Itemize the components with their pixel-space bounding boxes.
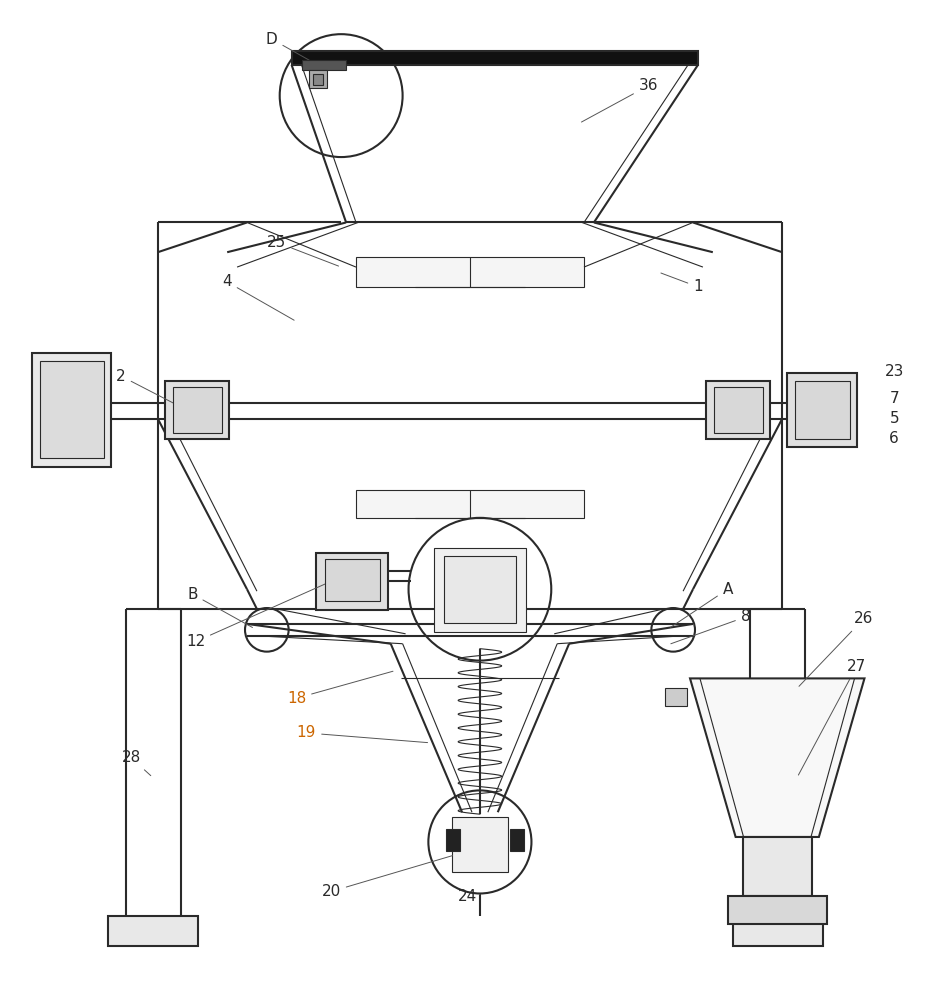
Text: 23: 23 <box>885 364 904 379</box>
Bar <box>446 829 460 851</box>
Bar <box>666 688 687 706</box>
Bar <box>164 381 229 439</box>
Text: 2: 2 <box>117 369 180 407</box>
Bar <box>32 353 111 467</box>
Text: 6: 6 <box>889 431 899 446</box>
Text: 20: 20 <box>321 856 452 899</box>
Bar <box>291 51 698 65</box>
Text: 27: 27 <box>798 659 866 775</box>
Bar <box>309 70 327 88</box>
Text: 26: 26 <box>799 611 873 686</box>
Bar <box>356 257 584 287</box>
Bar <box>452 817 508 872</box>
Bar <box>302 60 346 70</box>
Text: 36: 36 <box>582 78 658 122</box>
Text: 24: 24 <box>458 889 480 904</box>
Text: 19: 19 <box>297 725 428 743</box>
Bar <box>713 387 763 433</box>
Bar <box>728 896 827 924</box>
Polygon shape <box>690 678 865 837</box>
Text: 8: 8 <box>671 609 750 644</box>
Text: A: A <box>670 582 733 627</box>
Bar <box>434 548 525 632</box>
Text: 3: 3 <box>46 393 55 408</box>
Bar <box>706 381 770 439</box>
Bar <box>787 373 856 447</box>
Bar <box>732 916 822 946</box>
Bar <box>743 837 812 896</box>
Text: 25: 25 <box>267 235 338 266</box>
Bar <box>795 381 850 439</box>
Bar <box>108 916 198 946</box>
Text: D: D <box>266 32 317 65</box>
Text: B: B <box>187 587 253 627</box>
Text: 28: 28 <box>121 750 150 776</box>
Text: 7: 7 <box>889 391 899 406</box>
Bar <box>317 553 387 610</box>
Bar <box>39 361 104 458</box>
Bar <box>509 829 524 851</box>
Text: 5: 5 <box>889 411 899 426</box>
Bar <box>356 490 584 518</box>
Bar <box>445 556 516 623</box>
Bar <box>325 559 380 601</box>
Text: 18: 18 <box>287 671 393 706</box>
Bar <box>313 74 323 85</box>
Bar <box>173 387 222 433</box>
Text: 12: 12 <box>186 582 329 649</box>
Text: 4: 4 <box>223 274 294 320</box>
Text: 1: 1 <box>661 273 703 294</box>
